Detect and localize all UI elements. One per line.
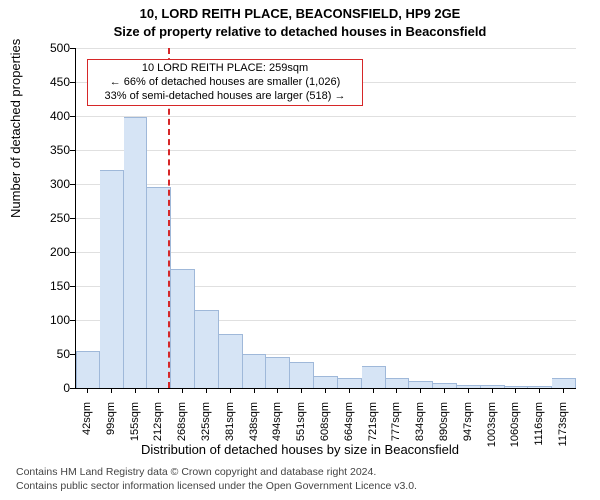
xtick-label: 381sqm xyxy=(224,402,236,482)
ytick-mark xyxy=(70,48,75,49)
ytick-label: 250 xyxy=(30,211,70,225)
ytick-mark xyxy=(70,184,75,185)
histogram-bar xyxy=(266,357,290,388)
histogram-bar xyxy=(409,381,433,388)
credit-line2: Contains public sector information licen… xyxy=(16,480,417,492)
histogram-bar xyxy=(290,362,314,388)
annotation-line: ← 66% of detached houses are smaller (1,… xyxy=(94,76,356,90)
xtick-label: 608sqm xyxy=(319,402,331,482)
histogram-bar xyxy=(338,378,362,388)
ytick-label: 200 xyxy=(30,245,70,259)
ytick-label: 450 xyxy=(30,75,70,89)
xtick-mark xyxy=(277,388,278,393)
ytick-mark xyxy=(70,320,75,321)
histogram-bar xyxy=(100,170,124,388)
xtick-mark xyxy=(206,388,207,393)
xtick-mark xyxy=(111,388,112,393)
histogram-bar xyxy=(171,269,195,388)
histogram-bar xyxy=(314,376,338,388)
histogram-bar xyxy=(433,383,457,388)
histogram-bar xyxy=(195,310,219,388)
xtick-mark xyxy=(373,388,374,393)
xtick-mark xyxy=(301,388,302,393)
y-axis-label: Number of detached properties xyxy=(8,39,23,218)
gridline-h xyxy=(76,48,576,49)
xtick-label: 155sqm xyxy=(129,402,141,482)
histogram-bar xyxy=(219,334,243,388)
xtick-label: 212sqm xyxy=(152,402,164,482)
annotation-box: 10 LORD REITH PLACE: 259sqm← 66% of deta… xyxy=(87,59,363,106)
xtick-mark xyxy=(254,388,255,393)
ytick-mark xyxy=(70,150,75,151)
xtick-label: 494sqm xyxy=(271,402,283,482)
histogram-bar xyxy=(505,386,529,388)
ytick-mark xyxy=(70,116,75,117)
histogram-bar xyxy=(528,386,552,388)
chart-container: 10, LORD REITH PLACE, BEACONSFIELD, HP9 … xyxy=(0,0,600,500)
ytick-mark xyxy=(70,286,75,287)
xtick-label: 325sqm xyxy=(200,402,212,482)
histogram-bar xyxy=(362,366,386,388)
xtick-mark xyxy=(420,388,421,393)
histogram-bar xyxy=(124,117,148,388)
xtick-mark xyxy=(563,388,564,393)
ytick-label: 100 xyxy=(30,313,70,327)
xtick-label: 42sqm xyxy=(81,402,93,482)
xtick-mark xyxy=(444,388,445,393)
xtick-mark xyxy=(468,388,469,393)
xtick-mark xyxy=(325,388,326,393)
ytick-label: 300 xyxy=(30,177,70,191)
xtick-mark xyxy=(87,388,88,393)
histogram-bar xyxy=(457,385,481,388)
xtick-label: 1173sqm xyxy=(557,402,569,482)
ytick-mark xyxy=(70,388,75,389)
xtick-label: 438sqm xyxy=(248,402,260,482)
ytick-mark xyxy=(70,252,75,253)
xtick-label: 664sqm xyxy=(343,402,355,482)
histogram-bar xyxy=(386,378,410,388)
xtick-label: 1116sqm xyxy=(533,402,545,482)
xtick-label: 890sqm xyxy=(438,402,450,482)
xtick-mark xyxy=(158,388,159,393)
xtick-label: 99sqm xyxy=(105,402,117,482)
xtick-mark xyxy=(230,388,231,393)
xtick-label: 1060sqm xyxy=(509,402,521,482)
xtick-mark xyxy=(182,388,183,393)
xtick-label: 721sqm xyxy=(367,402,379,482)
ytick-label: 350 xyxy=(30,143,70,157)
histogram-bar xyxy=(243,354,267,388)
xtick-label: 551sqm xyxy=(295,402,307,482)
ytick-mark xyxy=(70,354,75,355)
xtick-mark xyxy=(515,388,516,393)
gridline-h xyxy=(76,184,576,185)
chart-title-line2: Size of property relative to detached ho… xyxy=(0,24,600,39)
ytick-label: 500 xyxy=(30,41,70,55)
annotation-line: 10 LORD REITH PLACE: 259sqm xyxy=(94,62,356,76)
ytick-mark xyxy=(70,82,75,83)
annotation-line: 33% of semi-detached houses are larger (… xyxy=(94,90,356,104)
gridline-h xyxy=(76,150,576,151)
xtick-label: 1003sqm xyxy=(486,402,498,482)
ytick-label: 0 xyxy=(30,381,70,395)
xtick-mark xyxy=(396,388,397,393)
histogram-bar xyxy=(76,351,100,388)
gridline-h xyxy=(76,116,576,117)
xtick-label: 834sqm xyxy=(414,402,426,482)
xtick-mark xyxy=(135,388,136,393)
xtick-mark xyxy=(349,388,350,393)
ytick-mark xyxy=(70,218,75,219)
histogram-bar xyxy=(552,378,576,388)
xtick-mark xyxy=(492,388,493,393)
xtick-label: 777sqm xyxy=(390,402,402,482)
ytick-label: 400 xyxy=(30,109,70,123)
xtick-label: 947sqm xyxy=(462,402,474,482)
chart-title-line1: 10, LORD REITH PLACE, BEACONSFIELD, HP9 … xyxy=(0,6,600,21)
ytick-label: 50 xyxy=(30,347,70,361)
xtick-label: 268sqm xyxy=(176,402,188,482)
xtick-mark xyxy=(539,388,540,393)
histogram-bar xyxy=(481,385,505,388)
ytick-label: 150 xyxy=(30,279,70,293)
